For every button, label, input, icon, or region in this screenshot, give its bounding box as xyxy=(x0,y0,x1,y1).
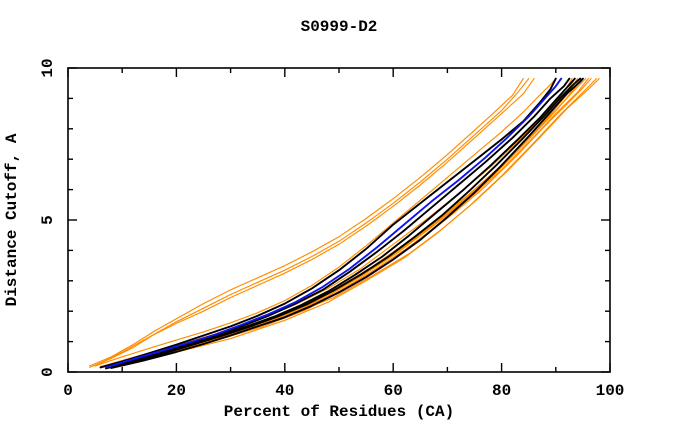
curve-orange-steep-1 xyxy=(89,78,524,367)
x-tick-label: 60 xyxy=(384,382,403,400)
curve-orange-7 xyxy=(116,78,592,368)
curve-orange-steep-2 xyxy=(89,78,530,368)
curve-black-4 xyxy=(110,77,582,369)
curve-black-3 xyxy=(104,77,576,370)
y-tick-label: 0 xyxy=(39,367,57,377)
curve-orange-8 xyxy=(121,78,598,367)
curve-black-5 xyxy=(110,77,584,369)
axes-layer: 0 20 40 60 80 100 0 5 10 xyxy=(39,58,624,400)
x-tick-label: 80 xyxy=(492,382,511,400)
y-axis-label: Distance Cutoff, A xyxy=(3,133,21,306)
curve-orange-5 xyxy=(110,78,587,368)
curve-orange-steep-3 xyxy=(94,78,535,367)
curve-layer xyxy=(89,77,600,370)
curve-blue-1 xyxy=(104,77,563,369)
chart-title: S0999-D2 xyxy=(301,18,378,36)
plot-frame xyxy=(67,67,611,373)
curve-orange-1 xyxy=(94,78,557,367)
x-tick-label: 0 xyxy=(63,382,73,400)
y-tick-label: 5 xyxy=(39,215,57,225)
curve-black-1 xyxy=(99,77,557,369)
y-tick-label: 10 xyxy=(39,58,57,77)
curve-orange-6 xyxy=(116,78,589,367)
curve-orange-4 xyxy=(110,78,583,367)
x-tick-label: 40 xyxy=(275,382,294,400)
x-tick-label: 100 xyxy=(596,382,625,400)
x-tick-label: 20 xyxy=(167,382,186,400)
curve-orange-2 xyxy=(99,78,573,368)
x-axis-label: Percent of Residues (CA) xyxy=(224,403,454,421)
